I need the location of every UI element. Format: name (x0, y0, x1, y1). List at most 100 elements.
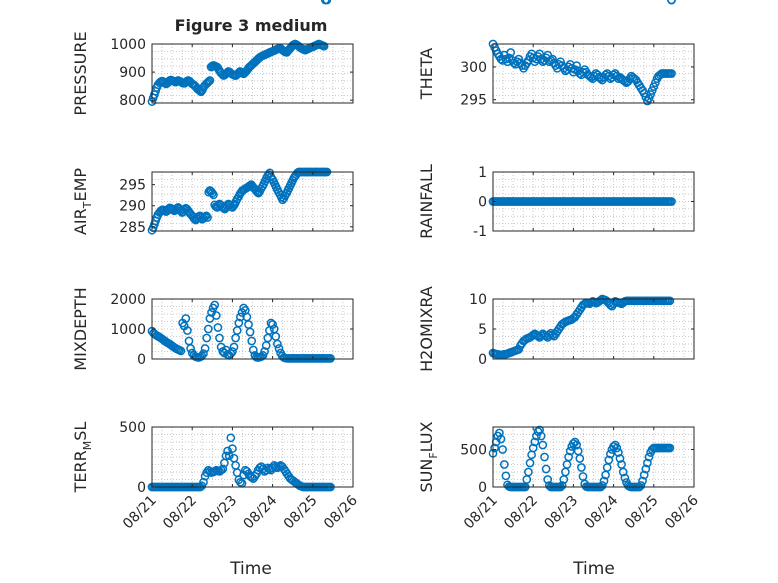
y-tick-label: 0 (478, 195, 487, 211)
data-point (207, 188, 217, 198)
data-point (618, 467, 628, 477)
data-point (667, 69, 676, 78)
data-point (496, 434, 506, 444)
data-point (260, 347, 269, 356)
data-point (199, 349, 208, 358)
data-series (488, 197, 676, 206)
y-tick-label: 295 (119, 178, 146, 194)
data-point (643, 458, 652, 468)
data-point (644, 452, 654, 462)
data-point (572, 440, 581, 450)
data-point (326, 354, 335, 363)
data-point (196, 87, 206, 97)
y-tick-label: 800 (119, 93, 146, 109)
data-point (556, 57, 565, 67)
data-point (638, 476, 647, 486)
axes-box (151, 426, 354, 488)
y-tick-label: 10 (469, 292, 487, 308)
data-point (223, 446, 232, 456)
y-axis-label: PRESSURE (71, 31, 90, 115)
axes-box (492, 426, 695, 488)
data-point (575, 454, 585, 463)
subplot-4: -1 0 1 RAINFALL (417, 164, 695, 240)
y-tick-label: 0 (137, 352, 146, 368)
figure-title: Figure 3 medium (175, 16, 328, 35)
data-point (183, 326, 192, 335)
data-point (524, 467, 533, 477)
subplot-3: 285 290 295 AIRTEMP (71, 168, 354, 236)
data-point (490, 443, 499, 453)
data-point (538, 440, 548, 450)
data-point (604, 455, 614, 465)
data-point (226, 349, 236, 358)
data-point (525, 458, 535, 468)
data-point (499, 460, 509, 469)
subplot-1: 800 900 1000 PRESSURE (71, 0, 354, 116)
data-point (213, 323, 223, 332)
data-point (322, 0, 332, 5)
data-point (236, 477, 245, 487)
data-point (274, 344, 284, 353)
data-point (228, 347, 237, 356)
data-point (203, 213, 212, 222)
data-point (564, 452, 573, 462)
y-tick-label: 1 (478, 165, 487, 181)
data-point (644, 94, 654, 103)
grid-lines (492, 298, 695, 360)
data-point (202, 333, 212, 343)
data-point (319, 41, 329, 51)
data-point (597, 481, 607, 490)
data-point (201, 211, 211, 221)
data-point (536, 431, 546, 441)
data-point (667, 197, 676, 206)
x-tick-label: 08/26 (662, 492, 702, 532)
data-point (268, 320, 277, 329)
data-point (205, 76, 215, 85)
data-point (248, 345, 258, 355)
data-point (647, 86, 657, 95)
y-axis-label: SUNFLUX (417, 421, 440, 492)
y-tick-label: 900 (119, 65, 146, 81)
data-point (181, 314, 191, 323)
data-point (221, 451, 231, 461)
x-tick-label: 08/21 (461, 493, 501, 533)
y-tick-label: 300 (460, 60, 487, 76)
data-point (620, 473, 630, 483)
y-axis-label: THETA (417, 48, 436, 100)
data-point (615, 454, 625, 463)
data-point (216, 465, 226, 475)
data-point (543, 475, 553, 484)
data-point (234, 318, 244, 328)
y-tick-label: 295 (460, 93, 487, 109)
subplot-5: 0 1000 2000 MIXDEPTH (71, 287, 354, 371)
y-axis-label: MIXDEPTH (71, 287, 90, 370)
y-tick-label: 0 (137, 480, 146, 496)
data-point (226, 433, 236, 443)
data-point (199, 477, 208, 487)
y-axis-label: RAINFALL (417, 164, 436, 239)
data-series (488, 39, 676, 106)
data-point (540, 452, 549, 462)
data-point (209, 190, 218, 200)
y-tick-label: 290 (119, 199, 146, 215)
data-point (535, 425, 544, 435)
data-point (229, 342, 239, 352)
data-point (506, 48, 516, 57)
data-point (254, 188, 263, 198)
data-point (639, 470, 649, 480)
axes-box (492, 43, 695, 104)
data-point (577, 463, 586, 472)
data-point (667, 0, 676, 5)
y-axis-label: TERRMSL (71, 422, 94, 494)
data-point (200, 344, 210, 353)
y-tick-label: 0 (478, 352, 487, 368)
x-axis-label-left: Time (229, 559, 272, 579)
data-point (228, 444, 237, 453)
x-tick-label: 08/22 (160, 493, 200, 533)
data-point (651, 78, 660, 88)
data-point (229, 201, 238, 211)
data-point (599, 476, 609, 486)
